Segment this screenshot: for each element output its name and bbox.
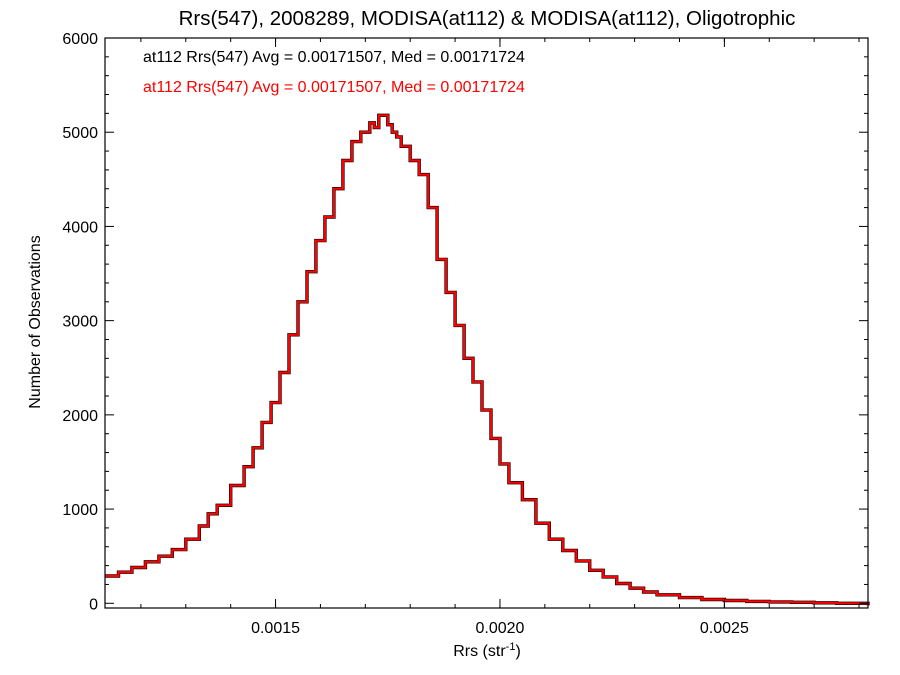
y-tick-label: 1000 <box>62 502 98 519</box>
x-axis-label-close: ) <box>515 643 520 660</box>
series-layer <box>105 113 870 606</box>
y-tick-label: 3000 <box>62 314 98 331</box>
x-tick-label: 0.0025 <box>700 620 749 637</box>
x-tick-label: 0.0020 <box>475 620 524 637</box>
x-axis-label-sup: -1 <box>506 641 516 653</box>
y-tick-label: 4000 <box>62 219 98 236</box>
y-tick-label: 5000 <box>62 125 98 142</box>
y-tick-label: 6000 <box>62 31 98 48</box>
x-axis: 0.0015 0.0020 0.0025 <box>140 38 860 637</box>
x-axis-label-base: Rrs (str <box>453 643 506 660</box>
x-tick-label: 0.0015 <box>251 620 300 637</box>
x-axis-label: Rrs (str-1) <box>453 641 521 660</box>
annotation-black: at112 Rrs(547) Avg = 0.00171507, Med = 0… <box>143 49 525 66</box>
y-axis: 0 1000 2000 3000 4000 5000 6000 <box>62 31 868 613</box>
y-tick-label: 0 <box>89 596 98 613</box>
plot-frame <box>104 37 869 609</box>
series-line <box>105 114 870 606</box>
annotation-red: at112 Rrs(547) Avg = 0.00171507, Med = 0… <box>143 79 525 96</box>
y-axis-label: Number of Observations <box>27 235 44 408</box>
y-tick-label: 2000 <box>62 408 98 425</box>
chart-title: Rrs(547), 2008289, MODISA(at112) & MODIS… <box>179 7 796 30</box>
